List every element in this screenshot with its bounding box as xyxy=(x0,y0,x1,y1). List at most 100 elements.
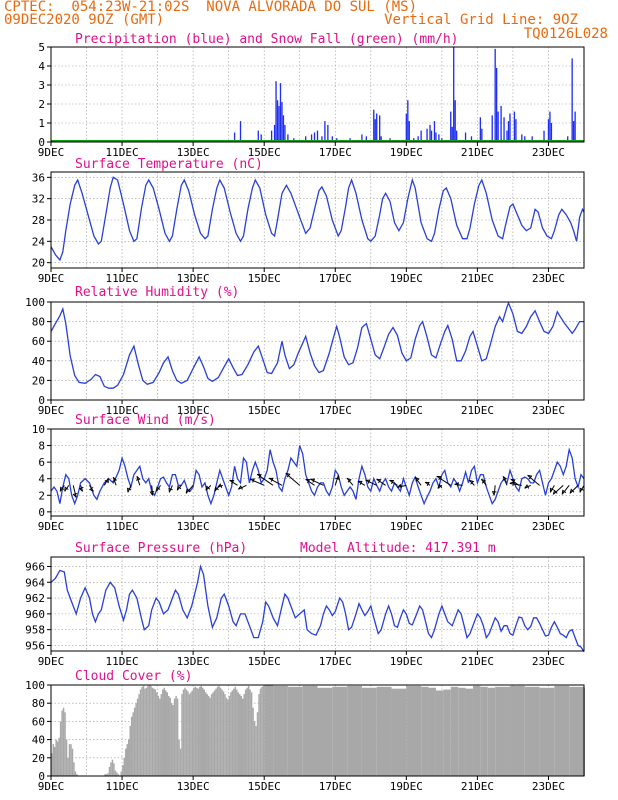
wind-arrow-head xyxy=(135,475,141,481)
cloud-cover-bar xyxy=(216,686,219,776)
precip-bar xyxy=(521,134,523,142)
cloud-cover-bar xyxy=(156,692,158,776)
precip-bar xyxy=(380,136,382,142)
cloud-cover-bar xyxy=(73,762,75,776)
y-tick-label: 3 xyxy=(38,79,45,92)
y-tick-label: 40 xyxy=(32,355,45,368)
cloud-cover-bar xyxy=(249,689,251,776)
cloud-cover-bar xyxy=(203,689,205,776)
header-model-code: TQ0126L028 xyxy=(523,26,608,42)
precip-bar xyxy=(571,58,573,142)
cloud-cover-bar xyxy=(70,744,72,776)
cloud-cover-bar xyxy=(107,773,109,776)
wind-arrow-head xyxy=(268,477,274,482)
precip-bar xyxy=(550,123,553,142)
cloud-cover-bar xyxy=(509,685,525,776)
cloud-cover-bar xyxy=(127,739,130,776)
precip-bar xyxy=(509,113,511,142)
x-tick-label: 13DEC xyxy=(177,146,210,159)
cloud-cover-bar xyxy=(225,697,228,776)
cloud-cover-bar xyxy=(230,692,232,776)
y-tick-label: 0 xyxy=(38,136,45,149)
wind-arrow-head xyxy=(78,486,84,492)
y-tick-label: 28 xyxy=(32,214,45,227)
precip-bar xyxy=(507,121,510,142)
precip-bar xyxy=(547,119,550,142)
wind-arrow-head xyxy=(217,483,223,489)
y-tick-label: 962 xyxy=(25,592,45,605)
x-tick-label: 11DEC xyxy=(106,146,139,159)
cloud-cover-bar xyxy=(391,688,407,776)
wind-arrow-head xyxy=(126,487,132,493)
precip-bar xyxy=(543,130,545,142)
wind-arrow xyxy=(136,476,141,486)
precip-bar xyxy=(454,100,456,142)
x-tick-label: 15DEC xyxy=(248,272,281,285)
cloud-cover-bar xyxy=(236,689,238,776)
cloud-cover-bar xyxy=(197,688,200,776)
panel-6: 0 20 40 60 80 100 9DEC 11DEC 13DEC 15DEC 17DEC 19DE… xyxy=(25,669,585,793)
wind-arrow xyxy=(229,479,238,486)
precip-bar xyxy=(470,136,473,142)
x-tick-label: 11DEC xyxy=(106,655,139,668)
wind-arrow-head xyxy=(64,486,69,492)
y-tick-label: 60 xyxy=(32,335,45,348)
cloud-cover-bar xyxy=(104,774,108,776)
wind-arrow xyxy=(397,484,407,488)
panel-frame xyxy=(50,46,585,143)
cloud-cover-bar xyxy=(347,685,362,776)
cloud-cover-bar xyxy=(76,774,78,776)
cloud-cover-bar xyxy=(539,687,555,776)
cloud-cover-bar xyxy=(148,685,151,776)
wind-arrow xyxy=(72,485,77,498)
cloud-cover-bar xyxy=(123,757,126,776)
precip-bar xyxy=(276,100,279,142)
wind-arrow-head xyxy=(414,476,420,482)
y-tick-label: 966 xyxy=(25,560,45,573)
cloud-cover-bar xyxy=(59,721,62,776)
precip-bar xyxy=(282,115,285,142)
cloud-cover-bar xyxy=(163,687,166,776)
series-line xyxy=(50,301,584,389)
precip-bar xyxy=(379,115,381,142)
cloud-cover-bar xyxy=(435,690,444,776)
cloud-cover-bar xyxy=(181,694,183,776)
precip-bar xyxy=(361,134,363,142)
cloud-cover-bar xyxy=(361,687,377,776)
cloud-cover-bar xyxy=(218,685,220,776)
y-tick-label: 4 xyxy=(38,60,45,73)
cloud-cover-bar xyxy=(317,687,333,776)
precip-bar xyxy=(287,134,289,142)
cloud-cover-bar xyxy=(150,685,152,776)
cloud-cover-bar xyxy=(228,695,231,776)
wind-arrow-head xyxy=(185,488,191,494)
panel-1: 0 1 2 3 4 5 9DEC 11DEC 13DEC 15DEC 17DEC 19DEC 21DEC… xyxy=(38,32,585,159)
cloud-cover-bar xyxy=(61,710,63,776)
cloud-cover-bar xyxy=(227,699,229,776)
x-tick-label: 11DEC xyxy=(106,520,139,533)
precip-bar xyxy=(503,117,505,142)
precip-bar xyxy=(456,130,458,142)
wind-arrow-head xyxy=(88,486,94,492)
wind-arrow-head xyxy=(552,489,558,495)
cloud-cover-bar xyxy=(569,686,584,776)
wind-arrow-head xyxy=(357,480,363,485)
x-tick-label: 15DEC xyxy=(248,520,281,533)
panel-frame xyxy=(50,171,585,269)
cloud-cover-bar xyxy=(145,687,148,776)
cloud-cover-bar xyxy=(117,774,120,776)
cloud-cover-bar xyxy=(332,686,348,776)
cloud-cover-bar xyxy=(193,687,195,776)
y-tick-label: 20 xyxy=(32,257,45,270)
y-tick-label: 964 xyxy=(25,576,45,589)
cloud-cover-bar xyxy=(138,694,140,776)
x-tick-label: 19DEC xyxy=(390,272,423,285)
cloud-cover-bar xyxy=(210,694,213,776)
precip-bar xyxy=(495,67,498,142)
cloud-cover-bar xyxy=(495,686,510,776)
wind-arrow xyxy=(454,483,463,486)
x-tick-label: 23DEC xyxy=(532,780,565,793)
wind-arrow xyxy=(436,475,452,486)
cloud-cover-bar xyxy=(136,698,139,776)
x-tick-label: 13DEC xyxy=(177,404,210,417)
